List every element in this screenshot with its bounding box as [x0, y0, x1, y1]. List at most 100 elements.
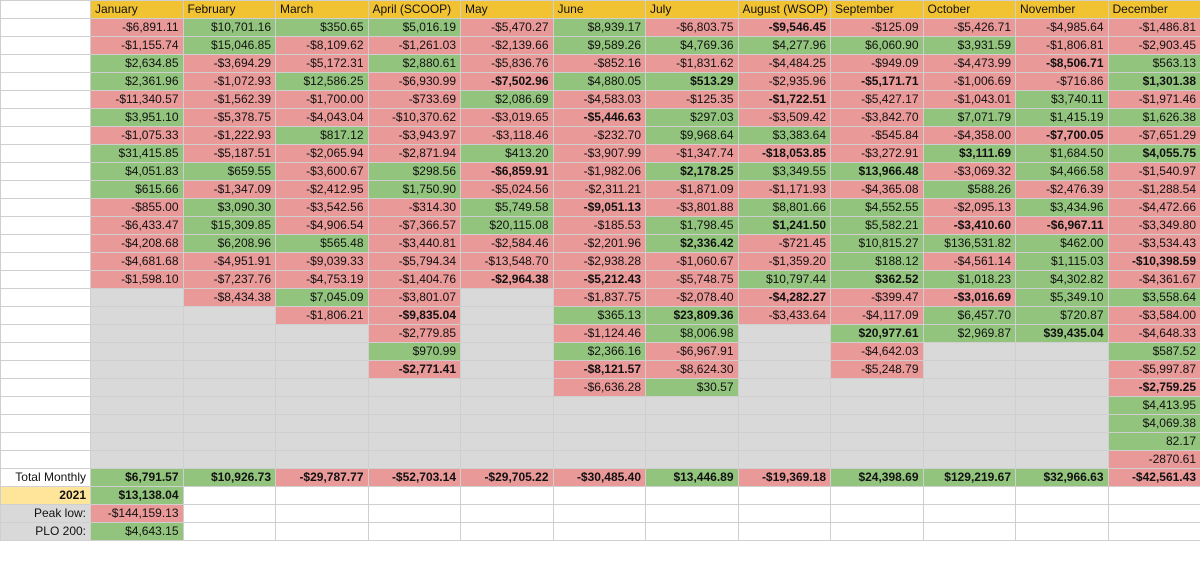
result-cell[interactable]: -$3,118.46 [460, 126, 554, 145]
result-cell[interactable]: $15,046.85 [182, 36, 276, 55]
empty-cell[interactable] [182, 306, 276, 325]
empty-cell[interactable] [552, 396, 646, 415]
row-label-cell[interactable] [0, 216, 91, 235]
result-cell[interactable]: -$7,366.57 [367, 216, 461, 235]
result-cell[interactable]: -$399.47 [830, 288, 924, 307]
empty-cell[interactable] [922, 504, 1016, 523]
empty-cell[interactable] [737, 324, 831, 343]
result-cell[interactable]: -$4,985.64 [1015, 18, 1109, 37]
row-label-cell[interactable] [0, 162, 91, 181]
result-cell[interactable]: $817.12 [275, 126, 369, 145]
month-header[interactable]: May [460, 0, 554, 19]
result-cell[interactable]: -$1,347.74 [645, 144, 739, 163]
result-cell[interactable]: -$3,410.60 [922, 216, 1016, 235]
result-cell[interactable]: $4,769.36 [645, 36, 739, 55]
empty-cell[interactable] [737, 396, 831, 415]
empty-cell[interactable] [182, 378, 276, 397]
empty-cell[interactable] [737, 360, 831, 379]
month-header[interactable]: July [645, 0, 739, 19]
result-cell[interactable]: -$125.35 [645, 90, 739, 109]
empty-cell[interactable] [1015, 414, 1109, 433]
result-cell[interactable]: -$2,759.25 [1107, 378, 1200, 397]
result-cell[interactable]: -$5,446.63 [552, 108, 646, 127]
empty-cell[interactable] [182, 504, 276, 523]
result-cell[interactable]: -$5,427.17 [830, 90, 924, 109]
result-cell[interactable]: $298.56 [367, 162, 461, 181]
empty-cell[interactable] [275, 378, 369, 397]
result-cell[interactable]: -$4,642.03 [830, 342, 924, 361]
empty-cell[interactable] [645, 486, 739, 505]
result-cell[interactable]: $2,086.69 [460, 90, 554, 109]
empty-cell[interactable] [460, 450, 554, 469]
month-header[interactable]: October [922, 0, 1016, 19]
result-cell[interactable]: -$5,171.71 [830, 72, 924, 91]
empty-cell[interactable] [830, 396, 924, 415]
result-cell[interactable]: $39,435.04 [1015, 324, 1109, 343]
result-cell[interactable]: -$1,871.09 [645, 180, 739, 199]
result-cell[interactable]: -$4,648.33 [1107, 324, 1200, 343]
empty-cell[interactable] [182, 522, 276, 541]
result-cell[interactable]: -$4,473.99 [922, 54, 1016, 73]
result-cell[interactable]: -$2,412.95 [275, 180, 369, 199]
result-cell[interactable]: -$13,548.70 [460, 252, 554, 271]
result-cell[interactable]: -$7,700.05 [1015, 126, 1109, 145]
result-cell[interactable]: -$716.86 [1015, 72, 1109, 91]
summary-label[interactable]: Peak low: [0, 504, 91, 523]
empty-cell[interactable] [922, 360, 1016, 379]
empty-cell[interactable] [90, 432, 184, 451]
result-cell[interactable]: $1,241.50 [737, 216, 831, 235]
result-cell[interactable]: $23,809.36 [645, 306, 739, 325]
result-cell[interactable]: -$4,583.03 [552, 90, 646, 109]
result-cell[interactable]: $365.13 [552, 306, 646, 325]
empty-cell[interactable] [645, 450, 739, 469]
empty-cell[interactable] [830, 504, 924, 523]
result-cell[interactable]: -$3,907.99 [552, 144, 646, 163]
result-cell[interactable]: -$6,967.11 [1015, 216, 1109, 235]
result-cell[interactable]: $297.03 [645, 108, 739, 127]
row-label-cell[interactable] [0, 414, 91, 433]
result-cell[interactable]: -$1,155.74 [90, 36, 184, 55]
result-cell[interactable]: -$3,584.00 [1107, 306, 1200, 325]
result-cell[interactable]: -$11,340.57 [90, 90, 184, 109]
result-cell[interactable]: $6,060.90 [830, 36, 924, 55]
result-cell[interactable]: -$3,349.80 [1107, 216, 1200, 235]
empty-cell[interactable] [737, 450, 831, 469]
empty-cell[interactable] [737, 378, 831, 397]
result-cell[interactable]: $8,801.66 [737, 198, 831, 217]
empty-cell[interactable] [90, 324, 184, 343]
result-cell[interactable]: $513.29 [645, 72, 739, 91]
result-cell[interactable]: -$4,753.19 [275, 270, 369, 289]
result-cell[interactable]: -$3,842.70 [830, 108, 924, 127]
empty-cell[interactable] [275, 360, 369, 379]
row-label-cell[interactable] [0, 306, 91, 325]
empty-cell[interactable] [922, 396, 1016, 415]
empty-cell[interactable] [737, 342, 831, 361]
result-cell[interactable]: -$855.00 [90, 198, 184, 217]
result-cell[interactable]: -$2,938.28 [552, 252, 646, 271]
row-label-cell[interactable] [0, 234, 91, 253]
result-cell[interactable]: -$1,359.20 [737, 252, 831, 271]
result-cell[interactable]: $20,977.61 [830, 324, 924, 343]
empty-cell[interactable] [90, 360, 184, 379]
empty-cell[interactable] [275, 522, 369, 541]
empty-cell[interactable] [460, 522, 554, 541]
result-cell[interactable]: -$18,053.85 [737, 144, 831, 163]
month-header[interactable]: February [182, 0, 276, 19]
empty-cell[interactable] [90, 288, 184, 307]
empty-cell[interactable] [182, 396, 276, 415]
empty-cell[interactable] [922, 414, 1016, 433]
result-cell[interactable]: -$5,248.79 [830, 360, 924, 379]
summary-label[interactable]: PLO 200: [0, 522, 91, 541]
empty-cell[interactable] [922, 378, 1016, 397]
result-cell[interactable]: $1,798.45 [645, 216, 739, 235]
result-cell[interactable]: -$2,935.96 [737, 72, 831, 91]
result-cell[interactable]: $188.12 [830, 252, 924, 271]
empty-cell[interactable] [1015, 504, 1109, 523]
result-cell[interactable]: -$1,700.00 [275, 90, 369, 109]
result-cell[interactable]: -$3,600.67 [275, 162, 369, 181]
result-cell[interactable]: $10,815.27 [830, 234, 924, 253]
empty-cell[interactable] [645, 396, 739, 415]
month-header[interactable]: September [830, 0, 924, 19]
row-label-cell[interactable] [0, 432, 91, 451]
result-cell[interactable]: -$949.09 [830, 54, 924, 73]
